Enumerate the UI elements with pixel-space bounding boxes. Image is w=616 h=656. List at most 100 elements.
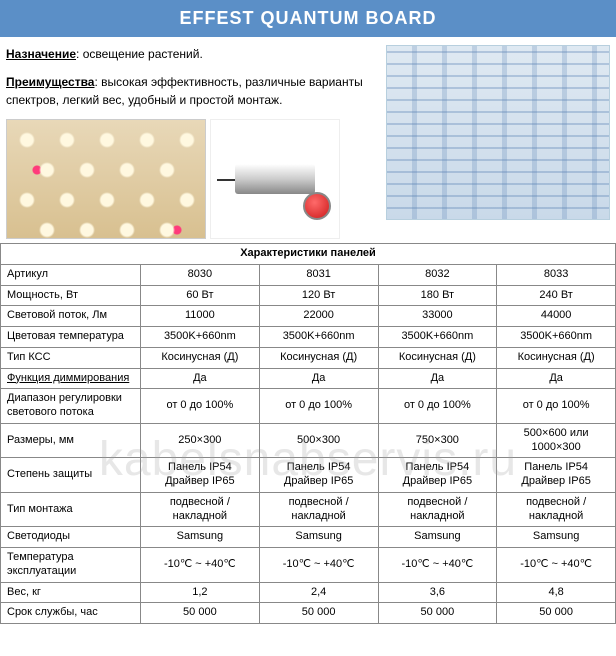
table-cell: Панель IP54 Драйвер IP65: [497, 458, 616, 493]
table-row: Световой поток, Лм11000220003300044000: [1, 306, 616, 327]
table-cell: 500×600 или 1000×300: [497, 423, 616, 458]
row-label: Светодиоды: [1, 527, 141, 548]
table-cell: 250×300: [141, 423, 260, 458]
table-cell: 22000: [259, 306, 378, 327]
table-cell: подвесной / накладной: [141, 492, 260, 527]
table-cell: 3500K+660nm: [378, 327, 497, 348]
table-cell: Samsung: [497, 527, 616, 548]
table-cell: Панель IP54 Драйвер IP65: [259, 458, 378, 493]
table-cell: 33000: [378, 306, 497, 327]
row-label: Тип КСС: [1, 347, 141, 368]
table-cell: 11000: [141, 306, 260, 327]
table-cell: Косинусная (Д): [497, 347, 616, 368]
table-row: Степень защитыПанель IP54 Драйвер IP65Па…: [1, 458, 616, 493]
row-label: Световой поток, Лм: [1, 306, 141, 327]
table-cell: 2,4: [259, 582, 378, 603]
table-cell: 240 Вт: [497, 285, 616, 306]
table-cell: 120 Вт: [259, 285, 378, 306]
table-cell: 50 000: [259, 603, 378, 624]
table-cell: 1,2: [141, 582, 260, 603]
purpose-sep: :: [76, 47, 83, 61]
table-cell: подвесной / накладной: [497, 492, 616, 527]
row-label: Диапазон регулировки светового потока: [1, 389, 141, 424]
table-cell: Да: [259, 368, 378, 389]
row-label: Размеры, мм: [1, 423, 141, 458]
table-cell: от 0 до 100%: [378, 389, 497, 424]
table-cell: подвесной / накладной: [259, 492, 378, 527]
table-cell: 750×300: [378, 423, 497, 458]
table-cell: Косинусная (Д): [378, 347, 497, 368]
table-cell: 3500K+660nm: [259, 327, 378, 348]
row-label: Тип монтажа: [1, 492, 141, 527]
table-row: Вес, кг1,22,43,64,8: [1, 582, 616, 603]
table-cell: Косинусная (Д): [141, 347, 260, 368]
image-row: [6, 119, 380, 239]
table-cell: Панель IP54 Драйвер IP65: [378, 458, 497, 493]
table-cell: -10℃ ~ +40℃: [378, 548, 497, 583]
table-cell: Да: [378, 368, 497, 389]
table-cell: Samsung: [141, 527, 260, 548]
table-cell: от 0 до 100%: [259, 389, 378, 424]
table-cell: 60 Вт: [141, 285, 260, 306]
table-cell: 500×300: [259, 423, 378, 458]
dimmer-knob-icon: [303, 192, 331, 220]
table-row: Цветовая температура3500K+660nm3500K+660…: [1, 327, 616, 348]
table-cell: 3500K+660nm: [497, 327, 616, 348]
table-cell: 8030: [141, 264, 260, 285]
driver-wire-icon: [217, 179, 235, 181]
specs-table: Характеристики панелей Артикул8030803180…: [0, 243, 616, 624]
row-label: Функция диммирования: [1, 368, 141, 389]
table-cell: -10℃ ~ +40℃: [141, 548, 260, 583]
table-cell: 3,6: [378, 582, 497, 603]
table-cell: Да: [141, 368, 260, 389]
driver-body-icon: [235, 164, 315, 194]
table-cell: Косинусная (Д): [259, 347, 378, 368]
table-cell: 50 000: [378, 603, 497, 624]
row-label: Степень защиты: [1, 458, 141, 493]
table-cell: 44000: [497, 306, 616, 327]
led-blue-pcb-image: [386, 45, 610, 220]
table-cell: Панель IP54 Драйвер IP65: [141, 458, 260, 493]
table-cell: 50 000: [497, 603, 616, 624]
table-cell: 8033: [497, 264, 616, 285]
table-cell: подвесной / накладной: [378, 492, 497, 527]
purpose-text: освещение растений.: [83, 47, 203, 61]
table-cell: 50 000: [141, 603, 260, 624]
table-cell: 8032: [378, 264, 497, 285]
table-row: Срок службы, час50 00050 00050 00050 000: [1, 603, 616, 624]
row-label: Температура эксплуатации: [1, 548, 141, 583]
table-cell: от 0 до 100%: [141, 389, 260, 424]
table-row: Функция диммированияДаДаДаДа: [1, 368, 616, 389]
table-cell: от 0 до 100%: [497, 389, 616, 424]
row-label: Мощность, Вт: [1, 285, 141, 306]
row-label: Срок службы, час: [1, 603, 141, 624]
table-row: Диапазон регулировки светового потокаот …: [1, 389, 616, 424]
table-row: Артикул8030803180328033: [1, 264, 616, 285]
table-cell: 8031: [259, 264, 378, 285]
led-warm-image: [6, 119, 206, 239]
table-row: Тип КССКосинусная (Д)Косинусная (Д)Косин…: [1, 347, 616, 368]
left-column: Назначение: освещение растений. Преимуще…: [6, 45, 380, 239]
table-cell: 3500K+660nm: [141, 327, 260, 348]
table-cell: Samsung: [378, 527, 497, 548]
table-caption: Характеристики панелей: [1, 244, 616, 265]
table-cell: Samsung: [259, 527, 378, 548]
table-cell: 4,8: [497, 582, 616, 603]
table-row: СветодиодыSamsungSamsungSamsungSamsung: [1, 527, 616, 548]
driver-image: [210, 119, 340, 239]
row-label: Цветовая температура: [1, 327, 141, 348]
advantages-label: Преимущества: [6, 75, 94, 89]
table-cell: -10℃ ~ +40℃: [259, 548, 378, 583]
purpose-block: Назначение: освещение растений.: [6, 45, 380, 63]
table-row: Температура эксплуатации-10℃ ~ +40℃-10℃ …: [1, 548, 616, 583]
purpose-label: Назначение: [6, 47, 76, 61]
advantages-block: Преимущества: высокая эффективность, раз…: [6, 73, 380, 109]
table-cell: -10℃ ~ +40℃: [497, 548, 616, 583]
table-cell: Да: [497, 368, 616, 389]
top-section: Назначение: освещение растений. Преимуще…: [0, 37, 616, 243]
table-row: Мощность, Вт60 Вт120 Вт180 Вт240 Вт: [1, 285, 616, 306]
table-row: Размеры, мм250×300500×300750×300500×600 …: [1, 423, 616, 458]
page-title-banner: EFFEST QUANTUM BOARD: [0, 0, 616, 37]
table-row: Тип монтажаподвесной / накладнойподвесно…: [1, 492, 616, 527]
banner-title: EFFEST QUANTUM BOARD: [180, 8, 437, 28]
